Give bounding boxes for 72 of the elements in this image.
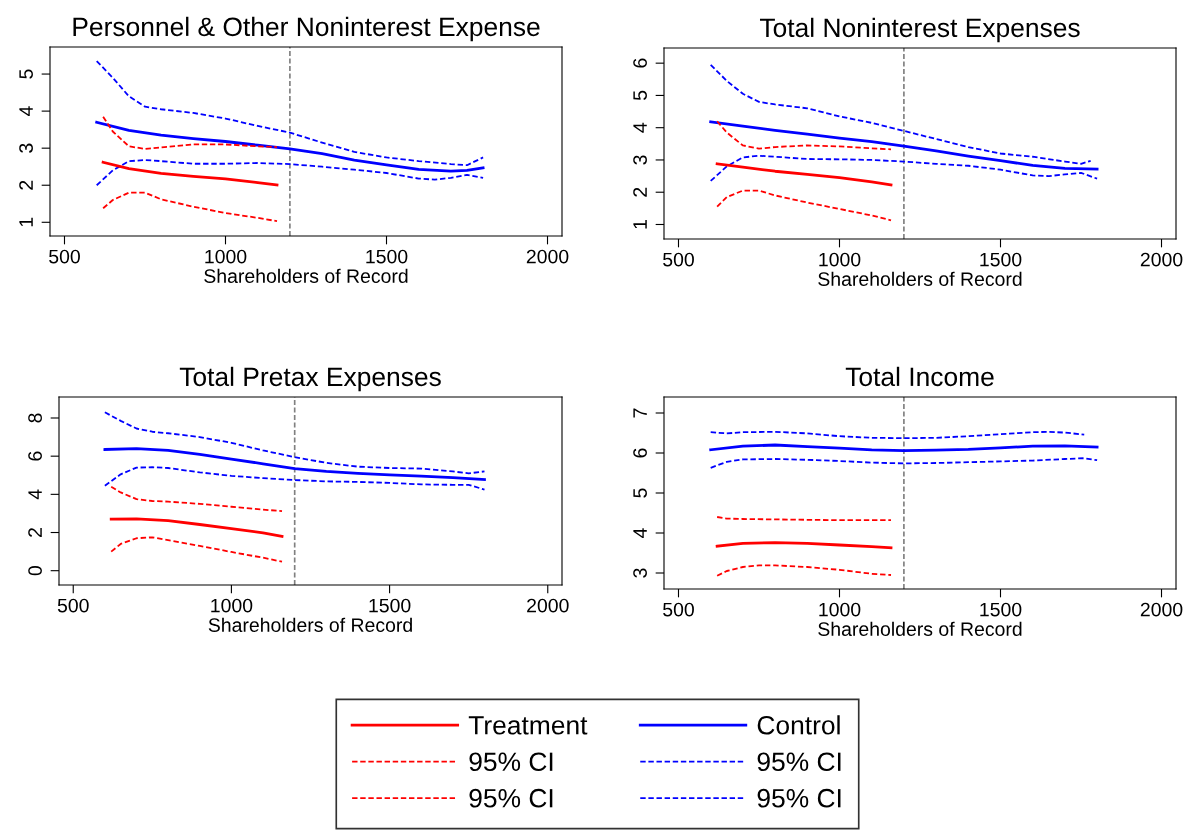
line-series [103, 466, 486, 491]
line-series [709, 154, 1099, 182]
y-tick-label: 2 [633, 187, 647, 197]
line-series [716, 189, 892, 222]
y-tick-label: 5 [633, 488, 647, 498]
line-series [716, 564, 892, 577]
y-tick-label: 7 [633, 408, 647, 418]
x-axis-title: Shareholders of Record [818, 621, 1022, 636]
line-series [102, 115, 278, 150]
line-series [709, 120, 1099, 171]
line-series [715, 162, 893, 187]
x-tick-label: 500 [49, 249, 80, 264]
chart-title: Total Pretax Expenses [179, 366, 441, 392]
x-tick-label: 1000 [819, 602, 861, 617]
y-tick-label: 8 [28, 413, 42, 423]
y-tick-label: 1 [633, 220, 647, 229]
chart-title: Total Noninterest Expenses [759, 17, 1080, 43]
line-series [110, 485, 283, 513]
x-tick-label: 1500 [369, 598, 411, 613]
x-tick-label: 2000 [526, 249, 569, 264]
chart-title: Personnel & Other Noninterest Expense [73, 16, 540, 42]
y-tick-label: 2 [28, 528, 42, 537]
legend-label: 95% CI [469, 752, 553, 772]
x-tick-label: 1500 [980, 602, 1022, 617]
line-series [95, 159, 485, 187]
x-tick-label: 1000 [211, 598, 253, 613]
y-tick-label: 5 [633, 90, 647, 101]
line-series [110, 536, 283, 563]
legend-label: Treatment [468, 716, 588, 735]
line-series [716, 120, 892, 151]
x-axis-title: Shareholders of Record [818, 271, 1022, 286]
x-tick-label: 1500 [366, 249, 408, 264]
chart-title: Total Income [845, 366, 994, 387]
y-tick-label: 4 [633, 122, 647, 133]
y-tick-label: 3 [19, 143, 33, 153]
y-tick-label: 6 [633, 448, 647, 458]
x-tick-label: 500 [663, 602, 694, 617]
x-tick-label: 1000 [819, 252, 861, 267]
x-axis-title: Shareholders of Record [208, 617, 412, 632]
y-tick-label: 2 [19, 180, 33, 190]
line-series [109, 517, 284, 538]
line-series [709, 63, 1092, 165]
x-tick-label: 2000 [1140, 602, 1183, 617]
x-tick-label: 1500 [980, 252, 1022, 267]
legend-label: 95% CI [757, 788, 841, 808]
y-tick-label: 1 [19, 217, 33, 227]
x-tick-label: 2000 [527, 598, 569, 613]
y-tick-label: 4 [19, 106, 33, 117]
legend-label: 95% CI [469, 788, 553, 808]
x-axis-title: Shareholders of Record [204, 268, 408, 283]
y-tick-label: 0 [28, 566, 42, 576]
line-series [101, 160, 279, 187]
y-tick-label: 4 [633, 528, 647, 538]
line-series [95, 120, 485, 173]
line-series [709, 430, 1086, 440]
line-series [102, 191, 278, 223]
y-tick-label: 3 [633, 155, 647, 165]
x-tick-label: 500 [57, 598, 89, 613]
y-tick-label: 4 [28, 489, 42, 500]
line-series [709, 457, 1099, 469]
y-tick-label: 5 [19, 69, 33, 79]
legend-label: Control [757, 715, 840, 735]
y-tick-label: 3 [633, 568, 647, 578]
y-tick-label: 6 [633, 58, 647, 68]
legend-label: 95% CI [757, 752, 841, 772]
x-tick-label: 500 [663, 252, 694, 267]
x-tick-label: 1000 [205, 249, 247, 264]
line-series [95, 60, 485, 167]
line-series [103, 447, 486, 482]
y-tick-label: 6 [28, 451, 42, 461]
x-tick-label: 2000 [1140, 252, 1183, 267]
line-series [103, 411, 486, 475]
